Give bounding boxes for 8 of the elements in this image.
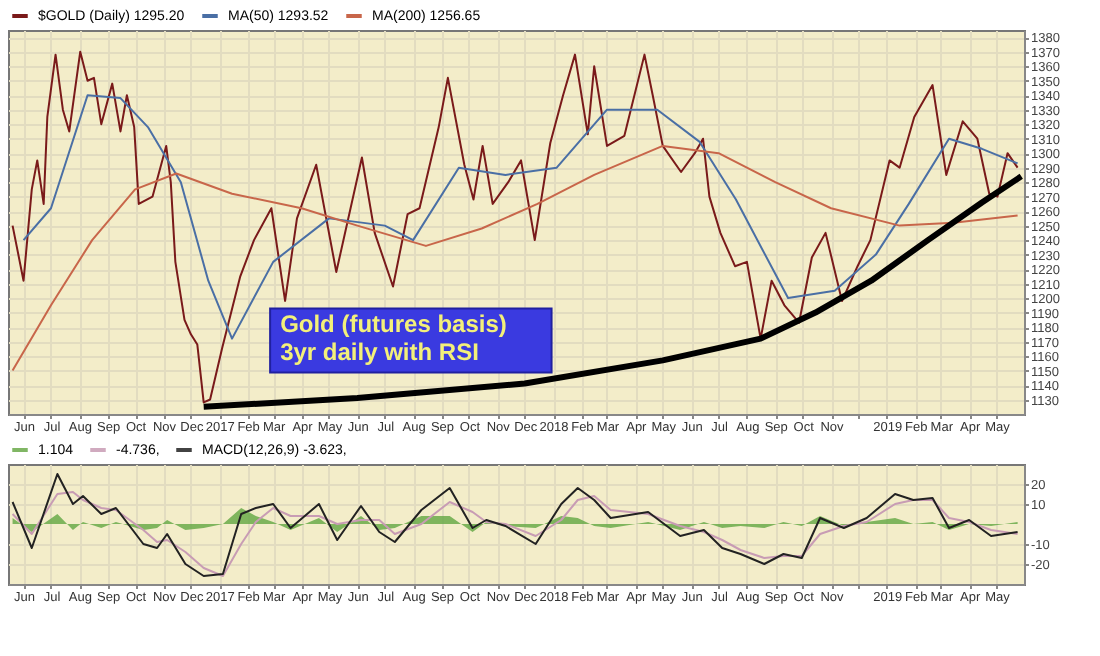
line-series — [11, 473, 1019, 577]
line-series — [200, 173, 1024, 410]
line-series — [22, 94, 1019, 340]
annotation: Gold (futures basis) — [280, 310, 507, 339]
annotation: 3yr daily with RSI — [280, 338, 479, 367]
line-series — [11, 144, 1019, 372]
line-series — [11, 491, 1019, 577]
line-series — [11, 50, 1019, 404]
